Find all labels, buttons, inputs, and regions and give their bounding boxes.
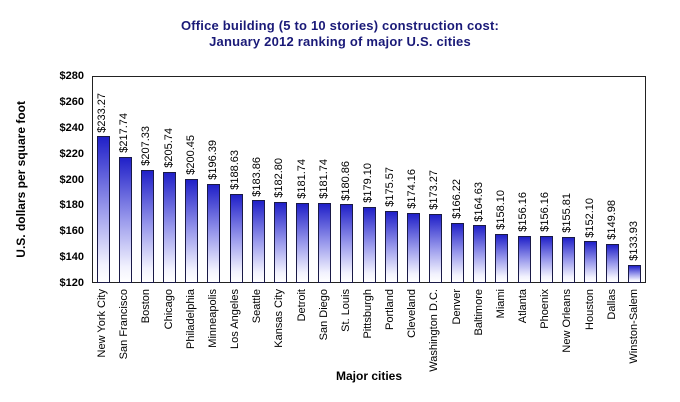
y-axis-tick-label: $240 xyxy=(59,121,84,134)
x-axis-category-label: Minneapolis xyxy=(206,289,219,348)
x-axis-category-label: Denver xyxy=(450,289,463,325)
bar xyxy=(406,212,420,283)
bar-value-label: $133.93 xyxy=(627,221,640,261)
bar xyxy=(584,241,598,283)
bar-value-label: $174.16 xyxy=(406,169,419,209)
y-axis-tick-label: $200 xyxy=(59,173,84,186)
x-axis-category-label: Philadelphia xyxy=(184,289,197,349)
bar-value-label: $200.45 xyxy=(184,135,197,175)
bar-value-label: $182.80 xyxy=(273,158,286,198)
x-axis-category-label: Miami xyxy=(494,289,507,319)
x-axis-category-label: San Francisco xyxy=(118,289,131,360)
chart-title-line1: Office building (5 to 10 stories) constr… xyxy=(180,18,500,33)
bar-value-label: $156.16 xyxy=(539,192,552,233)
bar xyxy=(495,233,509,283)
y-axis-tick-label: $120 xyxy=(59,277,84,289)
x-axis-category-label: Seattle xyxy=(251,289,264,324)
bar xyxy=(451,223,465,283)
y-axis-tick-label: $280 xyxy=(59,70,84,82)
bar xyxy=(384,211,398,283)
bar-value-label: $152.10 xyxy=(583,197,596,238)
bar xyxy=(207,184,221,283)
bar-value-label: $205.74 xyxy=(162,128,175,169)
bar xyxy=(428,214,442,283)
x-axis-category-label: San Diego xyxy=(317,289,330,341)
bar xyxy=(362,206,376,283)
bar-value-label: $179.10 xyxy=(362,162,374,203)
x-axis-category-label: Cleveland xyxy=(406,289,419,338)
bar xyxy=(318,203,332,283)
bar xyxy=(473,225,487,283)
bar-value-label: $183.86 xyxy=(251,156,264,197)
bar xyxy=(628,264,642,283)
bar xyxy=(96,136,110,283)
bar xyxy=(340,204,354,283)
bar xyxy=(539,236,553,283)
bar-value-label: $149.98 xyxy=(605,200,618,241)
x-axis-category-label: Houston xyxy=(583,289,596,330)
bar-value-label: $181.74 xyxy=(317,159,330,200)
bar-value-label: $180.86 xyxy=(339,160,352,201)
x-axis-category-label: Portland xyxy=(384,289,397,330)
y-axis-title-text: U.S. dollars per square foot xyxy=(14,101,28,258)
chart-title-line2: January 2012 ranking of major U.S. citie… xyxy=(209,34,471,49)
bar xyxy=(229,194,243,283)
y-axis-tick-label: $140 xyxy=(59,251,84,264)
x-axis-category-label: Chicago xyxy=(162,289,175,330)
x-axis-category-label: Phoenix xyxy=(539,289,552,329)
x-axis-category-label: St. Louis xyxy=(339,289,352,332)
x-axis-category-label: Kansas City xyxy=(273,289,286,348)
bar xyxy=(118,156,132,283)
bar-value-label: $196.39 xyxy=(206,140,219,181)
bar-value-label: $156.16 xyxy=(517,192,530,233)
bar-value-label: $173.27 xyxy=(428,170,441,211)
x-axis-category-label: Detroit xyxy=(295,289,308,322)
bar-value-label: $188.63 xyxy=(229,150,242,191)
chart-title: Office building (5 to 10 stories) constr… xyxy=(0,18,680,50)
y-axis-tick-label: $180 xyxy=(59,199,84,212)
y-axis-tick-label: $160 xyxy=(59,225,84,238)
x-axis-category-label: New York City xyxy=(96,289,109,358)
x-axis-category-label: Dallas xyxy=(605,289,618,320)
x-axis-category-label: Winston-Salem xyxy=(627,289,640,364)
y-axis-tick-label: $260 xyxy=(59,95,84,108)
bar xyxy=(251,200,265,283)
bar-value-label: $175.57 xyxy=(384,167,397,208)
bar-value-label: $164.63 xyxy=(472,181,485,222)
x-axis-category-label: Boston xyxy=(140,289,153,324)
bar xyxy=(561,236,575,283)
bar xyxy=(296,203,310,283)
bar xyxy=(606,244,620,283)
bar xyxy=(517,236,531,283)
bar-value-label: $233.27 xyxy=(96,92,109,133)
bar xyxy=(163,172,177,283)
bar xyxy=(273,201,287,283)
x-axis-category-label: Baltimore xyxy=(472,289,485,336)
bar xyxy=(185,178,199,283)
bar xyxy=(140,170,154,283)
bar-value-label: $217.74 xyxy=(118,112,131,153)
bar-value-label: $166.22 xyxy=(450,179,463,220)
x-axis-category-label: Los Angeles xyxy=(229,289,242,349)
bar-value-label: $207.33 xyxy=(140,126,153,167)
x-axis-category-label: Atlanta xyxy=(517,289,530,324)
x-axis-category-label: Washington D.C. xyxy=(428,289,441,372)
y-axis-title: U.S. dollars per square foot xyxy=(10,76,32,283)
bar-value-label: $181.74 xyxy=(295,159,308,200)
x-axis-category-label: Pittsburgh xyxy=(362,289,374,339)
bar-value-label: $158.10 xyxy=(494,189,507,230)
y-axis-tick-label: $220 xyxy=(59,147,84,160)
x-axis-category-label: New Orleans xyxy=(561,289,574,353)
bar-value-label: $155.81 xyxy=(561,192,574,233)
x-axis-title: Major cities xyxy=(335,369,403,383)
